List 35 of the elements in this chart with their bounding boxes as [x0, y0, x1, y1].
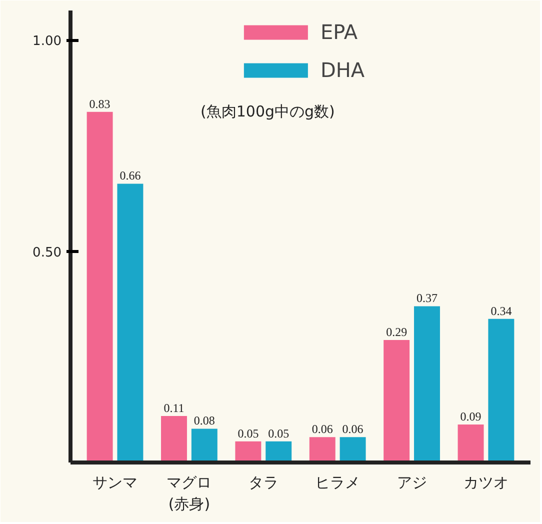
y-tick-label: 1.00 — [32, 34, 62, 50]
bar — [414, 306, 440, 462]
x-tick-label: タラ — [248, 474, 278, 492]
x-tick-label: ヒラメ — [315, 474, 360, 492]
y-tick-label: 0.50 — [32, 245, 62, 260]
x-tick-label: サンマ — [92, 474, 138, 492]
bar — [117, 184, 144, 462]
text: (魚肉100g中のg数) — [200, 102, 335, 120]
data-label: 0.66 — [120, 168, 141, 183]
data-label: 0.09 — [460, 409, 482, 424]
bar — [340, 437, 366, 462]
data-label: 0.06 — [312, 422, 333, 436]
legend-label: EPA — [320, 20, 358, 44]
x-tick-label: アジ — [396, 474, 427, 492]
data-label: 0.37 — [416, 291, 438, 306]
bar — [235, 441, 262, 462]
bar — [458, 424, 484, 462]
data-label: 0.11 — [164, 401, 184, 416]
bar — [488, 318, 514, 462]
bar — [384, 340, 410, 462]
data-label: 0.08 — [194, 414, 215, 428]
legend-label: DHA — [320, 58, 365, 82]
bar — [191, 428, 218, 462]
data-label: 0.34 — [490, 304, 512, 318]
bar — [161, 416, 187, 462]
x-tick-label: カツオ — [463, 474, 508, 492]
data-label: 0.29 — [386, 324, 408, 339]
data-label: 0.05 — [238, 426, 259, 440]
bar — [266, 441, 292, 462]
data-label: 0.06 — [342, 422, 364, 436]
data-label: 0.05 — [268, 426, 290, 440]
bar — [86, 112, 113, 462]
data-label: 0.83 — [89, 96, 110, 111]
x-tick-label: マグロ (赤身) — [166, 474, 212, 514]
bar — [309, 437, 336, 462]
